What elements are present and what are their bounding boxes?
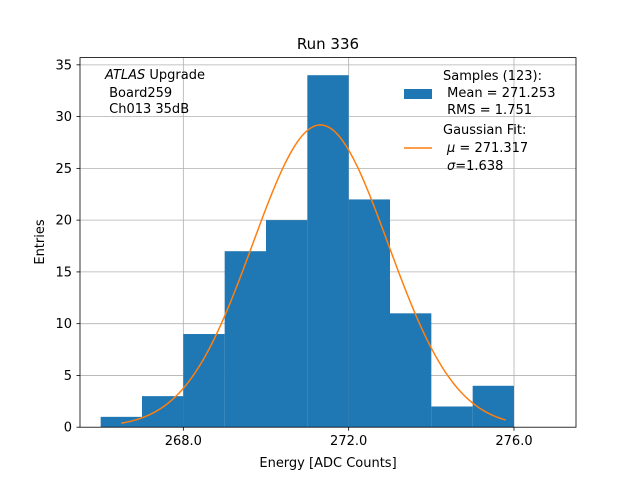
x-tick-label: 276.0 bbox=[495, 434, 532, 449]
x-axis-ticks: 268.0 272.0 276.0 bbox=[165, 427, 533, 449]
x-axis-label: Energy [ADC Counts] bbox=[259, 456, 396, 471]
legend-sigma-value: =1.638 bbox=[455, 159, 503, 174]
histogram-bar bbox=[390, 313, 432, 428]
y-tick-label: 30 bbox=[55, 110, 72, 125]
histogram-bar bbox=[100, 416, 142, 428]
y-tick-label: 10 bbox=[55, 317, 72, 332]
histogram-bar bbox=[431, 406, 473, 428]
y-tick-label: 20 bbox=[55, 214, 72, 229]
chart-title: Run 336 bbox=[297, 35, 359, 53]
legend-samples-line-2: Mean = 271.253 bbox=[443, 86, 555, 101]
y-tick-label: 0 bbox=[64, 421, 72, 436]
histogram-bar bbox=[307, 75, 349, 428]
histogram-bar bbox=[224, 251, 266, 428]
legend-fit-line-1: Gaussian Fit: bbox=[443, 123, 526, 138]
histogram-bar bbox=[266, 220, 308, 428]
y-axis-ticks: 0 5 10 15 20 25 30 35 bbox=[55, 58, 80, 436]
legend-mu-symbol: μ bbox=[446, 141, 455, 156]
annotation-line-1: ATLAS Upgrade bbox=[104, 68, 205, 83]
y-tick-label: 25 bbox=[55, 162, 72, 177]
histogram-bar bbox=[472, 385, 514, 428]
y-axis-label: Entries bbox=[33, 219, 48, 265]
legend: Samples (123): Mean = 271.253 RMS = 1.75… bbox=[404, 69, 555, 174]
legend-samples-line-1: Samples (123): bbox=[443, 69, 542, 84]
histogram-bar bbox=[142, 396, 184, 428]
y-tick-label: 5 bbox=[64, 369, 72, 384]
plot-frame bbox=[79, 57, 577, 428]
histogram-bar bbox=[348, 199, 390, 428]
legend-sigma-symbol: σ bbox=[447, 159, 456, 174]
legend-mu-value: = 271.317 bbox=[455, 141, 528, 156]
annotation-line-2: Board259 bbox=[105, 86, 172, 101]
x-tick-label: 272.0 bbox=[330, 434, 367, 449]
atlas-annotation: ATLAS Upgrade Board259 Ch013 35dB bbox=[104, 68, 205, 117]
x-tick-label: 268.0 bbox=[165, 434, 202, 449]
legend-samples-patch bbox=[404, 89, 432, 99]
legend-samples-line-3: RMS = 1.751 bbox=[443, 103, 532, 118]
annotation-upgrade: Upgrade bbox=[145, 68, 205, 83]
legend-fit-sigma: σ=1.638 bbox=[447, 159, 503, 174]
gaussian-fit-curve bbox=[121, 124, 506, 424]
legend-fit-mu: μ = 271.317 bbox=[446, 141, 528, 156]
y-tick-label: 15 bbox=[55, 265, 72, 280]
y-tick-label: 35 bbox=[55, 58, 72, 73]
annotation-atlas-italic: ATLAS bbox=[104, 68, 145, 83]
annotation-line-3: Ch013 35dB bbox=[105, 102, 189, 117]
